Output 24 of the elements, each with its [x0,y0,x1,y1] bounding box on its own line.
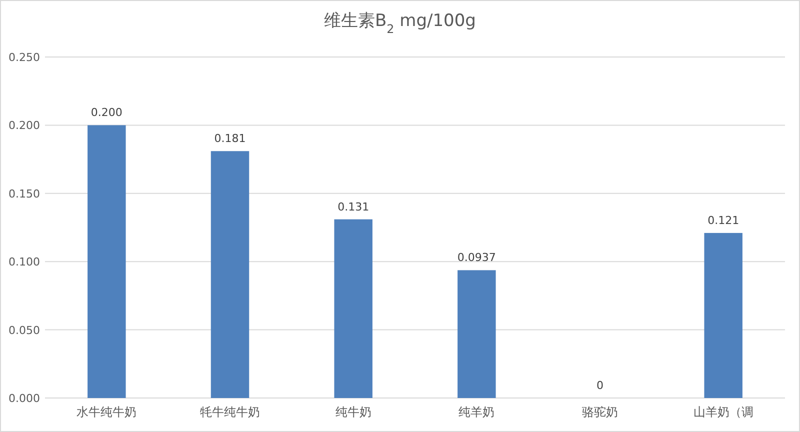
x-tick-label: 水牛纯牛奶 [76,405,137,419]
data-label: 0 [596,379,604,392]
x-tick-label: 纯羊奶 [458,405,495,419]
y-tick-label: 0.100 [8,256,40,269]
data-label: 0.131 [338,200,370,214]
bar [334,219,372,398]
data-label: 0.181 [214,132,246,146]
x-tick-label: 骆驼奶 [582,405,618,419]
x-tick-label: 山羊奶（调 [693,405,754,419]
data-label: 0.121 [708,214,740,227]
bar [704,232,742,398]
bar [88,125,126,398]
bar [210,151,250,398]
y-tick-label: 0.250 [8,51,40,64]
data-label: 0.200 [90,106,122,120]
y-tick-label: 0.050 [8,324,40,337]
y-tick-label: 0.000 [8,392,40,405]
y-tick-label: 0.200 [8,119,40,132]
chart-title: 维生素B$_{2}$ mg/100g [324,11,476,36]
x-tick-label: 纯牛奶 [335,405,372,419]
y-tick-label: 0.150 [8,187,40,200]
bar [458,270,496,398]
x-tick-label: 牦牛纯牛奶 [200,405,260,419]
data-label: 0.0937 [457,251,496,264]
